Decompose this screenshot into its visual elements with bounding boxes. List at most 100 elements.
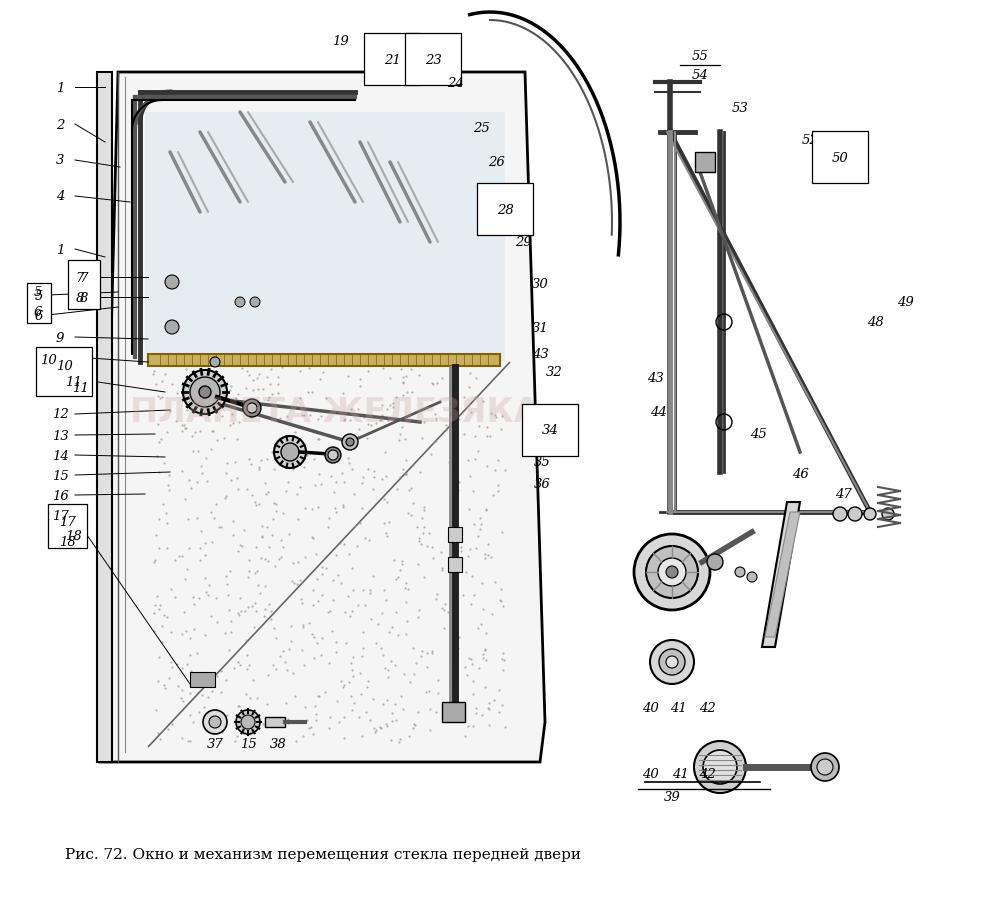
Circle shape (236, 710, 260, 734)
Text: 49: 49 (897, 296, 913, 309)
Text: 43: 43 (532, 348, 548, 361)
Circle shape (325, 447, 341, 464)
Text: 7: 7 (80, 272, 88, 284)
Text: 15: 15 (52, 469, 68, 482)
Text: 23: 23 (425, 53, 441, 67)
FancyBboxPatch shape (27, 284, 51, 324)
Text: 26: 26 (488, 156, 504, 170)
Text: 31: 31 (532, 321, 548, 334)
Text: 18: 18 (59, 536, 75, 549)
Text: 1: 1 (56, 81, 64, 95)
Polygon shape (448, 528, 462, 542)
Text: Рис. 72. Окно и механизм перемещения стекла передней двери: Рис. 72. Окно и механизм перемещения сте… (65, 847, 581, 861)
Text: 22: 22 (425, 34, 441, 48)
Text: 33: 33 (534, 404, 550, 417)
Circle shape (658, 558, 686, 586)
Text: 4: 4 (56, 190, 64, 203)
Circle shape (209, 716, 221, 728)
Circle shape (328, 450, 338, 461)
Circle shape (882, 509, 894, 520)
Polygon shape (97, 73, 112, 762)
Circle shape (650, 640, 694, 685)
Circle shape (210, 357, 220, 368)
Text: 1: 1 (56, 244, 64, 256)
Polygon shape (695, 152, 715, 173)
FancyBboxPatch shape (36, 347, 92, 397)
Text: 46: 46 (792, 468, 808, 481)
Circle shape (735, 567, 745, 577)
Text: 17: 17 (59, 516, 75, 529)
Circle shape (199, 387, 211, 399)
Text: 42: 42 (699, 768, 715, 780)
Text: 25: 25 (473, 122, 489, 134)
Text: 14: 14 (52, 449, 68, 462)
Circle shape (235, 298, 245, 308)
Circle shape (281, 444, 299, 462)
Text: 19: 19 (332, 34, 348, 48)
Text: 10: 10 (56, 359, 72, 373)
Text: 51: 51 (832, 133, 848, 146)
Text: ПЛАНЕТА ЖЕЛЕЗЯКА: ПЛАНЕТА ЖЕЛЕЗЯКА (130, 396, 540, 429)
Text: 21: 21 (384, 53, 400, 67)
Text: 6: 6 (35, 309, 43, 322)
Text: 29: 29 (515, 236, 531, 249)
Polygon shape (762, 502, 800, 648)
Circle shape (190, 378, 220, 408)
Text: 35: 35 (534, 456, 550, 469)
Circle shape (646, 547, 698, 598)
Polygon shape (190, 672, 215, 687)
Circle shape (165, 276, 179, 290)
Text: 39: 39 (664, 791, 680, 804)
Text: 11: 11 (72, 381, 88, 394)
Text: 43: 43 (647, 371, 663, 384)
Text: 24: 24 (447, 77, 463, 89)
Text: 27: 27 (497, 184, 513, 198)
Text: 47: 47 (835, 488, 851, 501)
Circle shape (183, 371, 227, 415)
Circle shape (274, 437, 306, 468)
Text: 5: 5 (35, 290, 43, 302)
Text: 40: 40 (642, 768, 658, 780)
Circle shape (342, 435, 358, 450)
Circle shape (203, 710, 227, 734)
Text: 20: 20 (384, 34, 400, 48)
Text: 16: 16 (52, 489, 68, 502)
Circle shape (243, 400, 261, 418)
Text: 55: 55 (692, 50, 708, 62)
Text: 32: 32 (546, 366, 562, 379)
Text: 48: 48 (867, 316, 883, 329)
Circle shape (747, 573, 757, 583)
Text: 15: 15 (240, 738, 256, 750)
FancyBboxPatch shape (68, 261, 100, 309)
Polygon shape (100, 73, 545, 762)
Text: 17: 17 (52, 509, 68, 522)
Text: 38: 38 (270, 738, 286, 750)
Text: 36: 36 (534, 478, 550, 491)
Circle shape (811, 753, 839, 781)
Polygon shape (765, 512, 800, 638)
Text: 9: 9 (56, 331, 64, 345)
FancyBboxPatch shape (48, 504, 87, 548)
Circle shape (703, 750, 737, 784)
Text: 10: 10 (40, 353, 56, 366)
Text: 11: 11 (65, 376, 81, 389)
Text: 12: 12 (52, 408, 68, 421)
Circle shape (165, 320, 179, 335)
Circle shape (864, 509, 876, 520)
Text: 8: 8 (80, 291, 88, 304)
Polygon shape (145, 113, 505, 363)
Polygon shape (265, 717, 285, 727)
Text: 41: 41 (672, 768, 688, 780)
Polygon shape (148, 354, 500, 366)
Circle shape (694, 741, 746, 793)
Text: 52: 52 (802, 133, 818, 146)
Circle shape (666, 657, 678, 668)
Circle shape (848, 508, 862, 521)
Circle shape (247, 403, 257, 413)
Text: 54: 54 (692, 69, 708, 81)
Circle shape (659, 649, 685, 676)
Circle shape (241, 715, 255, 729)
Text: 41: 41 (670, 701, 686, 713)
Text: 8: 8 (76, 291, 84, 304)
Circle shape (250, 298, 260, 308)
